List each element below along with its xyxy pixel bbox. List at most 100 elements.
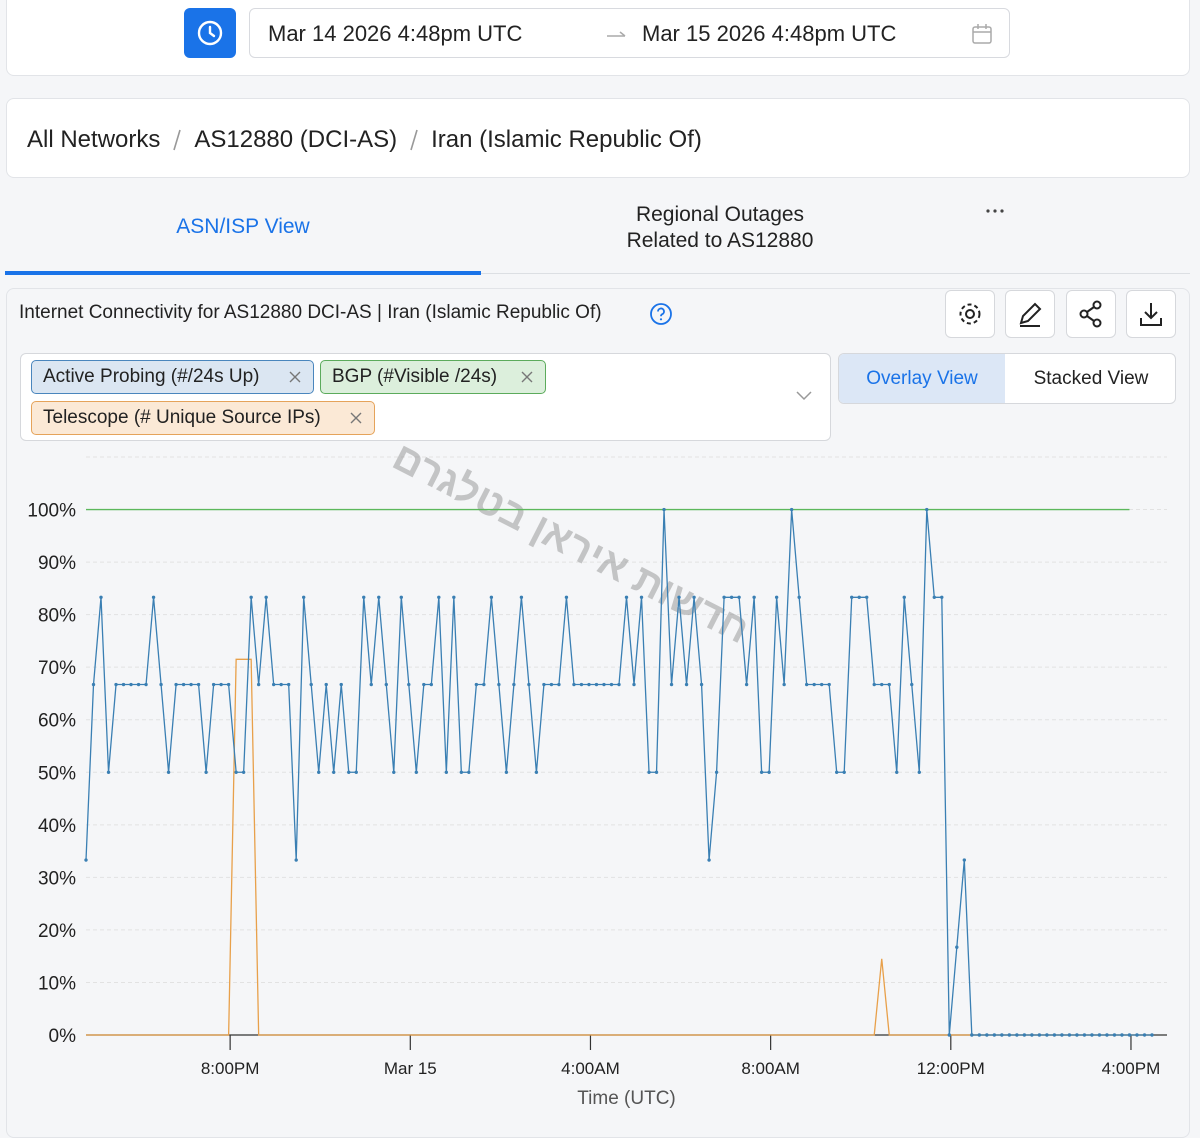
overlay-view[interactable]: Overlay View [839, 354, 1005, 403]
edit-button[interactable] [1005, 290, 1055, 338]
point [977, 1033, 982, 1037]
point [587, 682, 591, 687]
point [482, 682, 486, 687]
point [474, 682, 479, 687]
point [707, 858, 711, 862]
point [1082, 1033, 1087, 1037]
point [1097, 1033, 1102, 1037]
point [317, 770, 321, 774]
point [624, 595, 629, 599]
more-icon[interactable] [984, 205, 1008, 217]
point [414, 770, 419, 774]
crumb[interactable]: All Networks [27, 126, 161, 153]
point [669, 682, 674, 687]
crumb: Iran (Islamic Republic Of) [431, 126, 702, 153]
y-tick-label: 20% [38, 921, 76, 942]
point [842, 770, 846, 774]
point [1090, 1033, 1094, 1037]
series-chip[interactable]: BGP (#Visible /24s) [320, 360, 546, 394]
point [827, 682, 831, 687]
point [362, 595, 366, 599]
tab-indicator [5, 271, 481, 275]
point [151, 595, 156, 599]
point [910, 682, 914, 687]
chip-label: Telescope (# Unique Source IPs) [43, 407, 321, 428]
point [189, 682, 193, 687]
point [286, 682, 291, 687]
download-button[interactable] [1126, 290, 1176, 338]
point [602, 682, 606, 687]
share-button[interactable] [1066, 290, 1116, 338]
point [609, 682, 614, 687]
series-chip[interactable]: Telescope (# Unique Source IPs) [31, 401, 375, 435]
settings-button[interactable] [945, 290, 995, 338]
point [234, 770, 238, 774]
separator [410, 129, 418, 151]
x-tick-label: 12:00PM [917, 1059, 985, 1078]
point [662, 507, 666, 512]
point [865, 595, 869, 599]
point [1105, 1033, 1109, 1037]
point [992, 1033, 997, 1037]
date-range-input[interactable]: Mar 14 2026 4:48pm UTC Mar 15 2026 4:48p… [249, 8, 1010, 58]
y-tick-label: 0% [49, 1026, 77, 1047]
point [324, 682, 328, 687]
point [594, 682, 599, 687]
point [677, 595, 681, 599]
point [549, 682, 554, 687]
point [264, 595, 268, 599]
crumb[interactable]: AS12880 (DCI-AS) [194, 126, 398, 153]
help-icon[interactable] [649, 302, 673, 326]
point [144, 682, 148, 687]
point [129, 682, 133, 687]
y-tick-label: 10% [38, 973, 76, 994]
point [114, 682, 118, 687]
remove-icon[interactable] [350, 412, 362, 424]
point [407, 682, 411, 687]
point [572, 682, 576, 687]
point [985, 1033, 989, 1037]
y-tick-label: 80% [38, 606, 76, 627]
point [579, 682, 584, 687]
stacked-view[interactable]: Stacked View [1033, 368, 1149, 389]
pencil-icon [1019, 302, 1042, 327]
point [737, 595, 741, 599]
end-date: Mar 15 2026 4:48pm UTC [642, 21, 897, 46]
point [489, 595, 494, 599]
point [729, 595, 734, 599]
chevron [796, 391, 812, 401]
point [527, 682, 531, 687]
point [136, 682, 141, 687]
point [804, 682, 809, 687]
point [1037, 1033, 1042, 1037]
point [429, 682, 434, 687]
point [99, 595, 103, 599]
point [940, 595, 944, 599]
point [752, 595, 756, 599]
point [204, 770, 208, 774]
remove-icon[interactable] [521, 371, 533, 383]
point [880, 682, 884, 687]
point [121, 682, 126, 687]
point [654, 770, 659, 774]
tab[interactable]: Regional Outages Related to AS12880 [626, 203, 814, 252]
point [459, 770, 464, 774]
point [339, 682, 343, 687]
point [834, 770, 839, 774]
point [347, 770, 351, 774]
point [564, 595, 569, 599]
series-chip[interactable]: Active Probing (#/24s Up) [31, 360, 314, 394]
point [714, 770, 719, 774]
remove-icon[interactable] [289, 371, 301, 383]
point [1127, 1033, 1132, 1037]
x-tick-label: 8:00AM [741, 1059, 800, 1078]
point [392, 770, 396, 774]
separator [173, 129, 182, 151]
point [1150, 1033, 1154, 1037]
point [962, 858, 967, 862]
time-button[interactable] [184, 8, 236, 58]
point [106, 770, 111, 774]
x-axis-label: Time (UTC) [577, 1088, 676, 1109]
point [647, 770, 651, 774]
tab-active[interactable]: ASN/ISP View [176, 215, 310, 238]
